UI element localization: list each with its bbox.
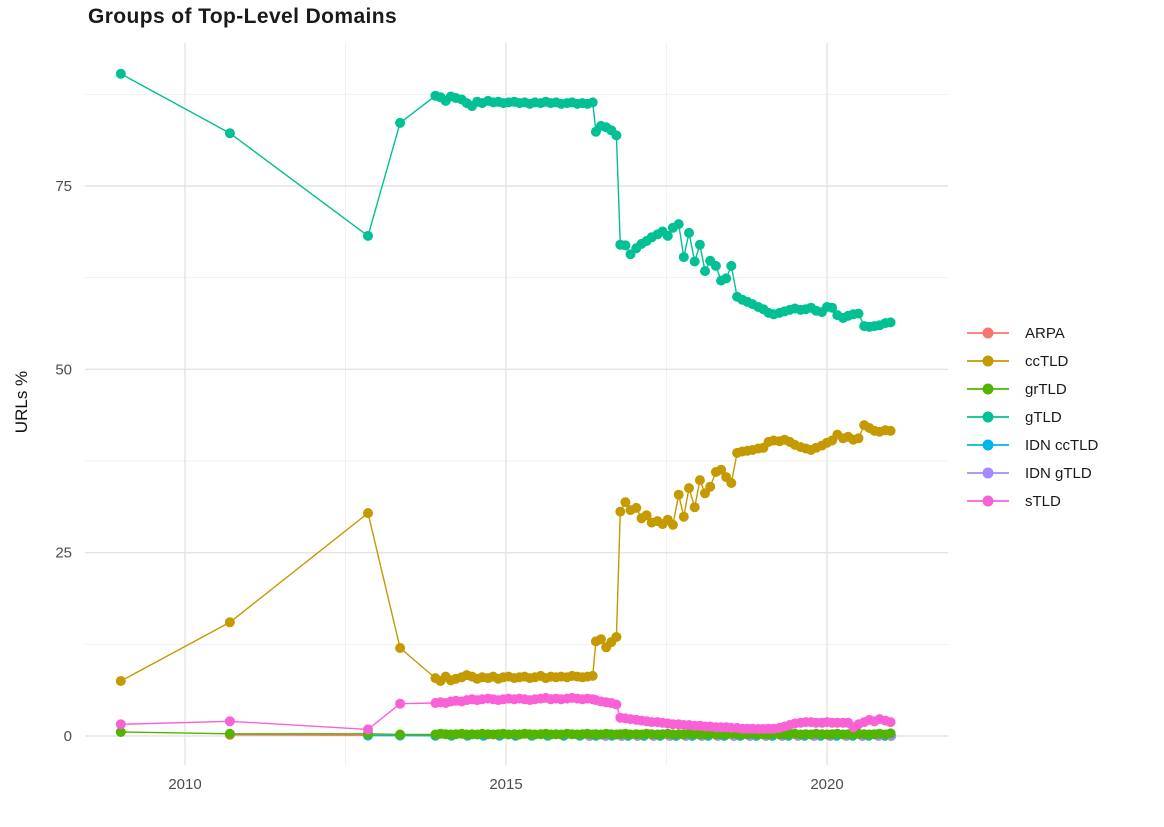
data-point xyxy=(620,497,631,508)
data-point xyxy=(721,273,732,284)
data-point xyxy=(710,260,721,271)
data-point xyxy=(700,266,710,277)
data-point xyxy=(395,729,406,740)
data-point xyxy=(395,643,406,653)
data-point xyxy=(587,97,598,108)
data-point xyxy=(115,727,126,737)
data-point xyxy=(611,699,622,710)
legend-item-ARPA: ARPA xyxy=(966,319,1098,347)
data-point xyxy=(684,483,694,494)
chart-title: Groups of Top-Level Domains xyxy=(88,5,398,28)
series-gTLD xyxy=(115,68,896,332)
data-point xyxy=(615,506,626,517)
data-point xyxy=(827,302,838,313)
legend-key-icon xyxy=(967,383,1009,395)
x-tick-label: 2015 xyxy=(489,776,522,793)
data-point xyxy=(224,617,235,628)
legend: ARPA ccTLD grTLD gTLD IDN ccTLD IDN gTLD sTLD xyxy=(966,319,1098,515)
data-point xyxy=(726,478,737,488)
data-point xyxy=(678,511,689,522)
data-point xyxy=(885,728,896,739)
legend-label: ARPA xyxy=(1025,324,1065,342)
x-tick-label: 2010 xyxy=(168,776,201,793)
x-tick-label: 2020 xyxy=(810,776,843,793)
data-point xyxy=(689,502,700,513)
data-point xyxy=(885,425,896,436)
data-point xyxy=(684,227,694,238)
y-tick-label: 50 xyxy=(55,361,72,378)
legend-item-ccTLD: ccTLD xyxy=(966,347,1098,375)
data-point xyxy=(673,219,684,230)
legend-key-icon xyxy=(967,467,1009,479)
legend-label: IDN ccTLD xyxy=(1025,436,1099,454)
data-point xyxy=(667,519,678,530)
data-point xyxy=(596,634,606,645)
data-point xyxy=(631,502,642,513)
legend-item-IDN-ccTLD: IDN ccTLD xyxy=(966,431,1098,459)
data-point xyxy=(694,475,705,486)
data-point xyxy=(115,676,126,686)
legend-item-grTLD: grTLD xyxy=(966,375,1098,403)
data-point xyxy=(395,117,406,128)
legend-label: ccTLD xyxy=(1025,352,1069,370)
data-point xyxy=(620,240,631,251)
data-point xyxy=(611,632,622,642)
data-point xyxy=(885,317,896,328)
legend-item-gTLD: gTLD xyxy=(966,403,1098,431)
legend-key-icon xyxy=(967,439,1009,451)
legend-key-icon xyxy=(967,495,1009,507)
series-sTLD xyxy=(115,692,896,735)
data-point xyxy=(363,508,373,519)
data-point xyxy=(363,230,373,241)
legend-item-sTLD: sTLD xyxy=(966,487,1098,515)
legend-key-icon xyxy=(967,327,1009,339)
legend-label: grTLD xyxy=(1025,380,1067,398)
legend-key-icon xyxy=(967,411,1009,423)
legend-key-icon xyxy=(967,355,1009,367)
data-point xyxy=(694,239,705,250)
data-point xyxy=(853,433,864,444)
y-tick-label: 0 xyxy=(64,728,72,745)
legend-label: gTLD xyxy=(1025,408,1062,426)
data-point xyxy=(689,256,700,267)
y-tick-label: 75 xyxy=(55,178,72,195)
data-point xyxy=(853,308,864,319)
data-point xyxy=(115,68,126,79)
data-point xyxy=(224,716,235,727)
data-point xyxy=(726,260,737,271)
data-point xyxy=(885,717,896,728)
data-point xyxy=(224,728,235,739)
data-point xyxy=(224,128,235,139)
data-point xyxy=(678,252,689,263)
data-point xyxy=(363,724,373,735)
series-ccTLD xyxy=(115,420,896,686)
data-point xyxy=(673,489,684,500)
data-point xyxy=(705,481,716,492)
legend-label: sTLD xyxy=(1025,492,1061,510)
data-point xyxy=(587,670,598,681)
legend-item-IDN-gTLD: IDN gTLD xyxy=(966,459,1098,487)
data-point xyxy=(611,130,622,141)
data-point xyxy=(395,698,406,709)
data-point xyxy=(662,230,673,241)
data-point xyxy=(641,510,652,521)
data-point xyxy=(115,719,126,730)
y-tick-label: 25 xyxy=(55,545,72,562)
legend-label: IDN gTLD xyxy=(1025,464,1092,482)
data-point xyxy=(716,464,727,475)
